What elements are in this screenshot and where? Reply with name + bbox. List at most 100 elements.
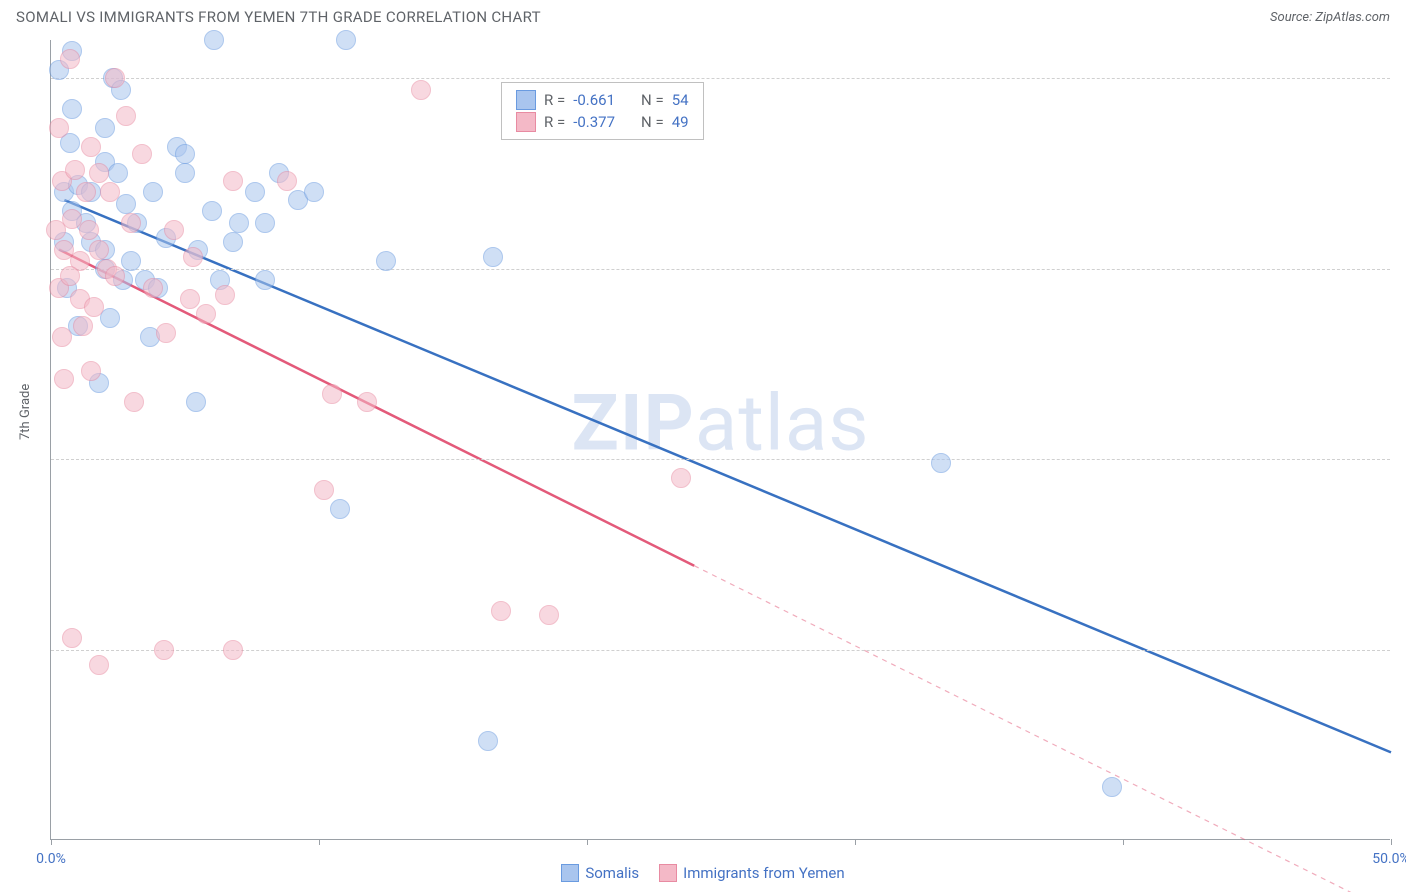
legend-swatch [516, 90, 536, 110]
scatter-point [81, 137, 101, 157]
scatter-point [60, 266, 80, 286]
scatter-point [223, 640, 243, 660]
scatter-point [491, 601, 511, 621]
legend-n-label: N = [641, 113, 664, 131]
legend-row: R = -0.377 N = 49 [516, 112, 689, 132]
scatter-point [95, 118, 115, 138]
scatter-point [105, 266, 125, 286]
scatter-point [180, 289, 200, 309]
scatter-point [54, 369, 74, 389]
scatter-point [539, 605, 559, 625]
scatter-point [116, 194, 136, 214]
scatter-point [376, 251, 396, 271]
legend-n-value: 49 [672, 113, 689, 131]
scatter-point [186, 392, 206, 412]
scatter-point [62, 99, 82, 119]
regression-line-extrapolated [694, 566, 1391, 892]
scatter-point [314, 480, 334, 500]
scatter-point [121, 213, 141, 233]
scatter-point [183, 247, 203, 267]
scatter-point [223, 232, 243, 252]
scatter-point [89, 163, 109, 183]
scatter-point [175, 144, 195, 164]
legend-row: R = -0.661 N = 54 [516, 90, 689, 110]
scatter-point [202, 201, 222, 221]
source-label: Source: ZipAtlas.com [1270, 10, 1390, 25]
scatter-point [84, 297, 104, 317]
gridline [51, 650, 1390, 651]
y-tick-label: 100.0% [1400, 70, 1406, 86]
regression-lines-layer [51, 40, 1390, 839]
scatter-point [483, 247, 503, 267]
scatter-point [229, 213, 249, 233]
legend-label: Somalis [585, 864, 639, 882]
x-tick [319, 839, 320, 845]
scatter-point [89, 240, 109, 260]
legend-swatch [516, 112, 536, 132]
x-tick [587, 839, 588, 845]
legend-item: Somalis [561, 864, 639, 882]
scatter-point [215, 285, 235, 305]
scatter-point [223, 171, 243, 191]
scatter-point [1102, 777, 1122, 797]
scatter-point [62, 628, 82, 648]
scatter-point [121, 251, 141, 271]
legend-n-value: 54 [672, 91, 689, 109]
scatter-point [322, 384, 342, 404]
scatter-point [65, 160, 85, 180]
scatter-point [60, 49, 80, 69]
scatter-point [330, 499, 350, 519]
legend-r-value: -0.661 [573, 91, 615, 109]
scatter-point [100, 308, 120, 328]
scatter-point [108, 163, 128, 183]
y-tick-label: 90.0% [1400, 451, 1406, 467]
legend-r-label: R = [544, 113, 565, 131]
scatter-point [52, 327, 72, 347]
series-legend: Somalis Immigrants from Yemen [0, 864, 1406, 886]
scatter-point [411, 80, 431, 100]
scatter-point [143, 278, 163, 298]
scatter-point [81, 361, 101, 381]
y-tick-label: 95.0% [1400, 261, 1406, 277]
scatter-point [255, 270, 275, 290]
scatter-point [73, 316, 93, 336]
scatter-point [89, 655, 109, 675]
scatter-point [255, 213, 275, 233]
chart-title: SOMALI VS IMMIGRANTS FROM YEMEN 7TH GRAD… [16, 8, 541, 26]
gridline [51, 269, 1390, 270]
x-tick [855, 839, 856, 845]
scatter-point [156, 323, 176, 343]
x-tick [1391, 839, 1392, 845]
scatter-point [245, 182, 265, 202]
legend-r-label: R = [544, 91, 565, 109]
legend-swatch [561, 864, 579, 882]
legend-r-value: -0.377 [573, 113, 615, 131]
scatter-point [196, 304, 216, 324]
x-tick [51, 839, 52, 845]
scatter-point [478, 731, 498, 751]
scatter-point [671, 468, 691, 488]
scatter-point [100, 182, 120, 202]
scatter-point [357, 392, 377, 412]
x-tick [1123, 839, 1124, 845]
y-tick-label: 85.0% [1400, 642, 1406, 658]
scatter-point [105, 68, 125, 88]
legend-item: Immigrants from Yemen [659, 864, 845, 882]
legend-n-label: N = [641, 91, 664, 109]
scatter-point [49, 118, 69, 138]
scatter-point [132, 144, 152, 164]
scatter-point [76, 182, 96, 202]
scatter-point [304, 182, 324, 202]
scatter-point [143, 182, 163, 202]
correlation-legend: R = -0.661 N = 54 R = -0.377 N = 49 [501, 82, 704, 140]
scatter-point [154, 640, 174, 660]
scatter-point [164, 220, 184, 240]
scatter-point [79, 220, 99, 240]
scatter-point [175, 163, 195, 183]
scatter-point [124, 392, 144, 412]
legend-label: Immigrants from Yemen [683, 864, 845, 882]
scatter-point [931, 453, 951, 473]
gridline [51, 459, 1390, 460]
scatter-point [116, 106, 136, 126]
gridline [51, 78, 1390, 79]
